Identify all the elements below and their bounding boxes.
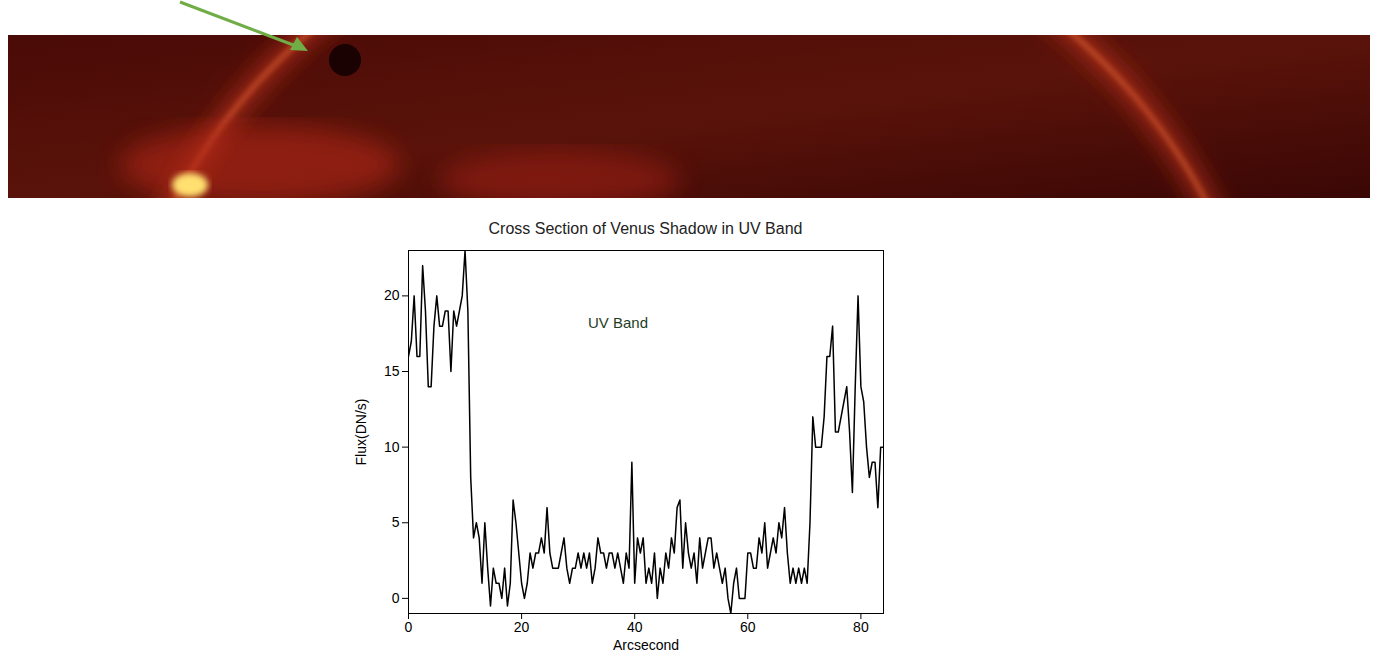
html-text:Cross Section of Venus Shadow: Cross Section of Venus Shadow in UV Band bbox=[488, 220, 803, 237]
svg-text:5: 5 bbox=[392, 514, 400, 530]
svg-text:60: 60 bbox=[740, 619, 756, 635]
svg-text:0: 0 bbox=[392, 590, 400, 606]
svg-text:15: 15 bbox=[384, 363, 400, 379]
svg-text:Arcsecond: Arcsecond bbox=[613, 637, 679, 653]
svg-text:10: 10 bbox=[384, 439, 400, 455]
svg-text:20: 20 bbox=[384, 287, 400, 303]
svg-text:Flux(DN/s): Flux(DN/s) bbox=[353, 399, 369, 466]
svg-text:0: 0 bbox=[405, 619, 413, 635]
svg-text:20: 20 bbox=[514, 619, 530, 635]
svg-text:80: 80 bbox=[853, 619, 869, 635]
svg-text:UV Band: UV Band bbox=[588, 314, 648, 331]
svg-text:40: 40 bbox=[627, 619, 643, 635]
